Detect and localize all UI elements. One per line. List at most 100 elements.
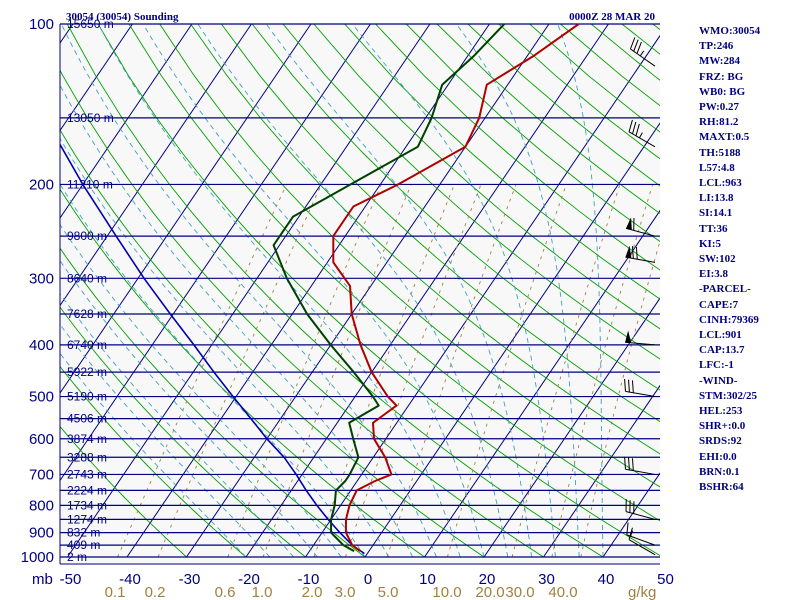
mixing-ratio-label: 3.0 [335, 584, 356, 600]
height-label: 5922 m [67, 365, 107, 379]
index-entry: BRN:0.1 [699, 465, 740, 478]
pressure-tick-label: 500 [29, 389, 54, 406]
wind-barb [629, 37, 656, 67]
height-label: 13050 m [67, 111, 114, 125]
wind-barb [628, 119, 656, 148]
index-entry: CAP:13.7 [699, 344, 745, 357]
wind-barb [628, 527, 656, 556]
isotherm-line [60, 24, 193, 219]
index-entry: FRZ: BG [699, 70, 744, 83]
pressure-tick-label: 400 [29, 337, 54, 354]
pressure-tick-label: 300 [29, 270, 54, 287]
wind-barb [626, 522, 656, 546]
index-entry: LCL:901 [699, 329, 742, 342]
valid-time: 0000Z 28 MAR 20 [569, 11, 655, 23]
pressure-tick-label: 200 [29, 176, 54, 193]
height-label: 3874 m [67, 432, 107, 446]
index-entry: CAPE:7 [699, 298, 739, 311]
index-entry: TP:246 [699, 40, 734, 53]
height-label: 15650 m [67, 17, 114, 31]
index-entry: EI:3.8 [699, 268, 729, 281]
isotherm-line [364, 122, 660, 558]
mixing-ratio-label: 2.0 [302, 584, 323, 600]
height-label: 3288 m [67, 450, 107, 464]
temperature-tick-label: -30 [179, 571, 201, 588]
temperature-tick-label: 50 [657, 571, 674, 588]
index-entry: SI:14.1 [699, 207, 733, 220]
index-entry: STM:302/25 [699, 389, 758, 402]
index-entry: SHR+:0.0 [699, 420, 746, 433]
height-label: 832 m [67, 526, 100, 540]
height-label: 11210 m [67, 177, 113, 191]
pressure-unit-label: mb [32, 571, 53, 588]
wind-barb [624, 456, 656, 475]
wind-barb [625, 245, 656, 263]
index-entry: LCL:963 [699, 177, 742, 190]
mixing-ratio-line [262, 184, 412, 558]
index-entry: -PARCEL- [699, 283, 751, 296]
temperature-tick-label: -40 [119, 571, 141, 588]
wind-barb [625, 217, 656, 237]
isotherm-line [60, 24, 133, 132]
pressure-tick-label: 700 [29, 466, 54, 483]
mixing-ratio-label: 0.1 [105, 584, 126, 600]
mixing-ratio-line [446, 184, 567, 558]
mixing-ratio-label: 30.0 [505, 584, 534, 600]
index-entry: MAXT:0.5 [699, 131, 750, 144]
height-label: 4506 m [67, 412, 107, 426]
height-label: 1274 m [67, 512, 107, 526]
index-entry: WMO:30054 [699, 25, 761, 37]
pressure-tick-label: 1000 [21, 549, 54, 566]
index-entry: WB0: BG [699, 85, 746, 98]
height-label: 2 m [67, 550, 87, 564]
index-entry: KI:5 [699, 237, 721, 250]
index-entry: -WIND- [699, 374, 738, 387]
wind-barb [625, 499, 656, 520]
index-entry: LI:13.8 [699, 192, 734, 205]
mixing-ratio-line [227, 184, 382, 558]
isotherm-line [60, 24, 312, 394]
height-label: 2743 m [67, 467, 107, 481]
mixing-ratio-label: 20.0 [475, 584, 504, 600]
height-label: 6740 m [67, 338, 107, 352]
isotherm-line [483, 297, 660, 558]
index-entry: HEL:253 [699, 405, 743, 418]
isotherm-line [0, 24, 13, 557]
temperature-tick-label: -20 [238, 571, 260, 588]
isotherm-line [424, 209, 660, 558]
temperature-tick-label: 10 [419, 571, 436, 588]
height-label: 409 m [67, 538, 100, 552]
temperature-tick-label: 40 [598, 571, 615, 588]
temperature-tick-label: 30 [538, 571, 555, 588]
dewpoint-trace-line [272, 24, 506, 552]
stability-indices-panel: WMO:30054 TP:246 MW:284 FRZ: BG WB0: BG PW:0.… [699, 24, 799, 495]
isotherm-line [126, 24, 490, 558]
index-entry: SW:102 [699, 253, 736, 266]
index-entry: TH:5188 [699, 146, 741, 159]
index-entry: PW:0.27 [699, 101, 740, 114]
isotherm-line [186, 24, 550, 558]
mixing-ratio-label: 0.6 [215, 584, 236, 600]
station-title: 30054 (30054) Sounding [66, 11, 179, 23]
height-label: 9800 m [67, 229, 107, 243]
isotherm-line [67, 24, 431, 558]
height-label: 8640 m [67, 271, 107, 285]
pressure-tick-label: 100 [29, 16, 54, 33]
wind-barb [625, 330, 656, 346]
wind-barb [624, 378, 656, 398]
temperature-trace-line [332, 24, 580, 552]
isotherm-line [305, 34, 660, 558]
mixing-ratio-unit: g/kg [628, 584, 656, 600]
isotherm-line [543, 384, 660, 558]
mixing-ratio-label: 1.0 [252, 584, 273, 600]
pressure-tick-label: 600 [29, 431, 54, 448]
mixing-ratio-label: 0.2 [145, 584, 166, 600]
index-entry: RH:81.2 [699, 116, 739, 129]
isotherm-line [60, 24, 252, 307]
mixing-ratio-line [345, 184, 482, 558]
height-label: 1734 m [67, 498, 107, 512]
isotherm-line [60, 24, 371, 482]
mixing-ratio-line [386, 184, 517, 558]
height-label: 7628 m [67, 307, 107, 321]
